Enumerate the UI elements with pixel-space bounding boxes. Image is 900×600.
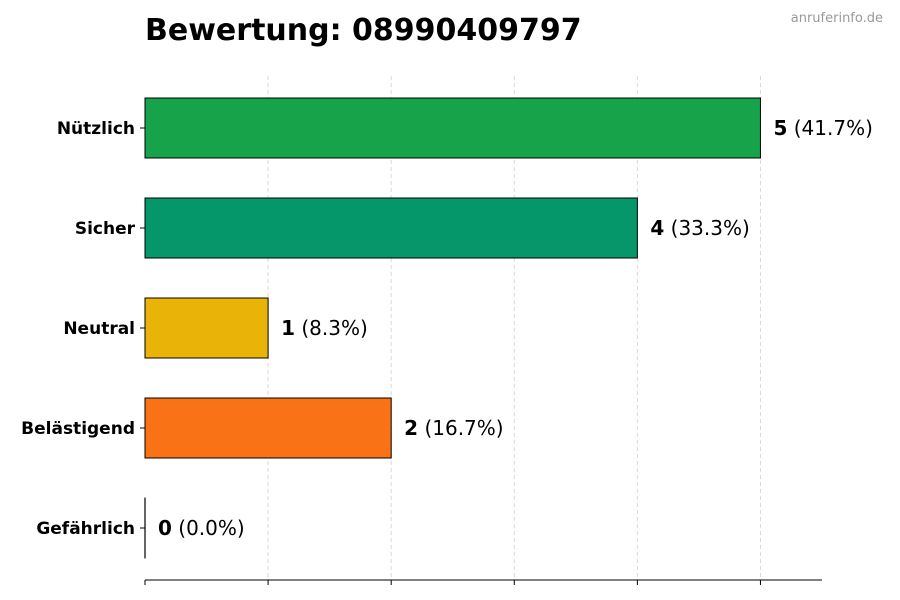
value-label: 1 (8.3%): [281, 316, 368, 340]
category-label: Belästigend: [21, 419, 135, 439]
bar: [144, 197, 638, 259]
value-count: 5: [773, 116, 787, 140]
value-percent: (41.7%): [787, 116, 873, 140]
value-percent: (0.0%): [172, 516, 245, 540]
category-label: Neutral: [63, 319, 135, 339]
category-label: Gefährlich: [36, 519, 135, 539]
value-percent: (8.3%): [295, 316, 368, 340]
chart-title: Bewertung: 08990409797: [145, 13, 582, 48]
bar: [144, 397, 392, 459]
value-count: 4: [650, 216, 664, 240]
watermark: anruferinfo.de: [791, 11, 883, 26]
value-percent: (33.3%): [664, 216, 750, 240]
labels: Nützlich 5 (41.7%) Sicher 4 (33.3%) Neutral 1…: [21, 116, 873, 540]
bars: [144, 97, 761, 559]
value-label: 0 (0.0%): [158, 516, 245, 540]
value-percent: (16.7%): [418, 416, 504, 440]
axes: [140, 127, 822, 585]
grid-lines: [267, 76, 761, 580]
category-label: Nützlich: [57, 119, 135, 139]
value-label: 4 (33.3%): [650, 216, 749, 240]
value-label: 5 (41.7%): [773, 116, 872, 140]
value-count: 1: [281, 316, 295, 340]
value-count: 0: [158, 516, 172, 540]
bar: [144, 97, 761, 159]
category-label: Sicher: [75, 219, 136, 239]
value-label: 2 (16.7%): [404, 416, 503, 440]
bar: [144, 297, 269, 359]
value-count: 2: [404, 416, 418, 440]
